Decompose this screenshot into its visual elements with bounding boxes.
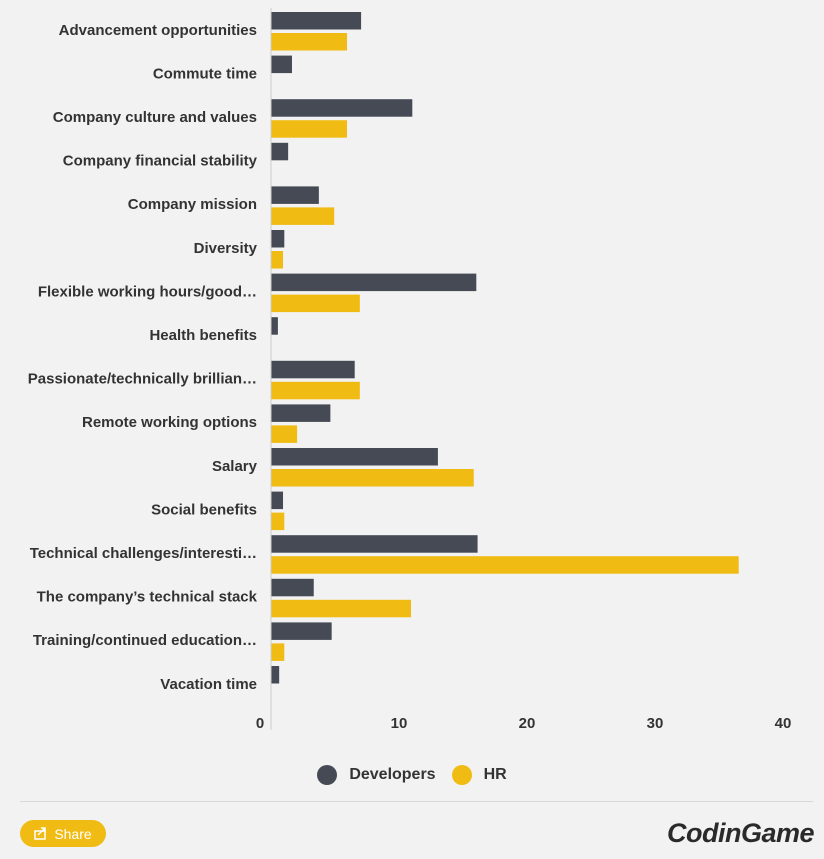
bar-developers-3 xyxy=(271,142,289,161)
category-label: Vacation time xyxy=(160,676,257,693)
bar-hr-4 xyxy=(271,207,335,225)
bar-hr-8 xyxy=(271,381,360,400)
share-label: Share xyxy=(54,825,92,842)
bar-developers-14 xyxy=(271,622,332,640)
category-label: Diversity xyxy=(194,240,258,257)
bar-hr-6 xyxy=(271,294,360,313)
share-icon xyxy=(34,827,47,840)
category-label: Passionate/technically brillian… xyxy=(28,371,257,388)
legend-developers-marker xyxy=(317,765,338,785)
bar-hr-5 xyxy=(271,251,284,269)
chart-legend: Developers HR xyxy=(0,760,824,790)
category-label: Company financial stability xyxy=(63,153,258,170)
legend-hr-label: HR xyxy=(483,766,507,783)
category-label: Training/continued education… xyxy=(33,632,257,649)
category-label: Company mission xyxy=(128,196,257,213)
category-label: Flexible working hours/good… xyxy=(38,283,257,300)
bar-developers-2 xyxy=(271,99,413,117)
x-tick-label: 0 xyxy=(256,715,264,732)
category-label: Salary xyxy=(212,458,258,475)
bar-developers-5 xyxy=(271,230,285,248)
legend-developers-label: Developers xyxy=(349,766,436,783)
category-label: Technical challenges/interesti… xyxy=(30,545,257,562)
legend-hr-marker xyxy=(451,765,472,785)
bar-developers-7 xyxy=(271,317,278,335)
category-label: Social benefits xyxy=(151,501,257,518)
bar-developers-10 xyxy=(271,448,438,466)
bar-chart: Advancement opportunities Commute time Com… xyxy=(28,8,792,732)
bar-hr-0 xyxy=(271,33,348,51)
bar-developers-11 xyxy=(271,491,284,510)
footer-divider xyxy=(20,801,813,802)
bar-developers-1 xyxy=(271,55,292,74)
category-label: The company’s technical stack xyxy=(37,589,258,606)
codingame-logo: CodinGame xyxy=(666,818,815,848)
category-label: Remote working options xyxy=(82,414,257,431)
bar-developers-0 xyxy=(271,12,362,30)
bar-hr-9 xyxy=(271,425,298,443)
bar-hr-2 xyxy=(271,120,348,138)
bar-hr-10 xyxy=(271,469,474,487)
legend-item-hr[interactable]: HR xyxy=(451,765,507,785)
category-label: Commute time xyxy=(153,65,257,82)
x-tick-label: 40 xyxy=(775,715,792,732)
x-tick-label: 20 xyxy=(519,715,536,732)
bar-hr-14 xyxy=(271,643,285,661)
bar-hr-13 xyxy=(271,599,412,618)
bar-developers-8 xyxy=(271,360,355,379)
bar-developers-4 xyxy=(271,186,319,204)
bar-hr-11 xyxy=(271,512,285,531)
category-label: Advancement opportunities xyxy=(59,22,257,39)
bar-developers-6 xyxy=(271,273,477,292)
bar-developers-9 xyxy=(271,404,331,422)
bar-developers-15 xyxy=(271,666,280,684)
category-label: Health benefits xyxy=(149,327,257,344)
x-tick-label: 30 xyxy=(647,715,664,732)
category-label: Company culture and values xyxy=(53,109,257,126)
bar-developers-12 xyxy=(271,535,478,553)
legend-item-developers[interactable]: Developers xyxy=(317,765,436,785)
share-button[interactable]: Share xyxy=(20,820,106,847)
bar-hr-12 xyxy=(271,556,739,574)
bar-developers-13 xyxy=(271,578,314,597)
x-tick-label: 10 xyxy=(391,715,408,732)
